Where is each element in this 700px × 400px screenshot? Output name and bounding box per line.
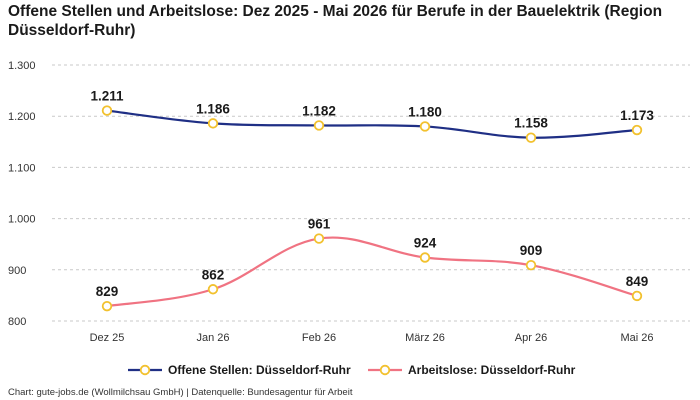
y-axis-ticks: 800 900 1.000 1.100 1.200 1.300 (8, 60, 36, 328)
data-label: 961 (308, 217, 331, 232)
data-point (207, 284, 219, 295)
series-line (106, 109, 638, 139)
data-label: 862 (202, 267, 225, 282)
data-point (631, 290, 643, 302)
x-axis-ticks: Dez 25 Jan 26 Feb 26 März 26 Apr 26 Mai 26 (90, 332, 654, 344)
data-label: 1.182 (302, 103, 336, 118)
series-lines (106, 109, 638, 308)
y-tick-label: 800 (8, 316, 26, 328)
x-tick-label: Apr 26 (515, 332, 547, 344)
y-tick-label: 1.000 (8, 214, 36, 226)
data-point (525, 259, 537, 271)
x-tick-label: Mai 26 (620, 332, 653, 344)
data-labels: 1.211 1.186 1.182 1.180 1.158 1.173 829 862 961 9… (90, 89, 654, 300)
legend-marker (379, 364, 391, 376)
grid-lines (52, 64, 690, 322)
legend-marker (139, 364, 151, 376)
y-tick-label: 1.200 (8, 111, 36, 123)
data-label: 924 (414, 236, 437, 251)
data-point (631, 124, 643, 136)
y-tick-label: 900 (8, 265, 26, 277)
data-point (207, 118, 219, 129)
legend: Offene Stellen: Düsseldorf-Ruhr Arbeitslo… (128, 363, 576, 377)
data-label: 829 (96, 284, 119, 299)
data-point (313, 120, 325, 131)
x-tick-label: Jan 26 (196, 332, 229, 344)
data-point (419, 252, 431, 263)
legend-label: Arbeitslose: Düsseldorf-Ruhr (408, 363, 576, 377)
series-line (106, 236, 638, 308)
data-point (101, 105, 113, 116)
x-tick-label: März 26 (405, 332, 445, 344)
data-label: 1.180 (408, 104, 442, 119)
data-label: 909 (520, 243, 543, 258)
data-point (101, 300, 113, 312)
y-tick-label: 1.300 (8, 60, 36, 72)
data-point (313, 233, 325, 244)
data-label: 849 (626, 274, 649, 289)
data-label: 1.158 (514, 116, 548, 131)
data-point (525, 132, 537, 143)
data-label: 1.186 (196, 101, 230, 116)
data-point (419, 121, 431, 132)
x-tick-label: Dez 25 (90, 332, 125, 344)
y-tick-label: 1.100 (8, 162, 36, 174)
source-footer: Chart: gute-jobs.de (Wollmilchsau GmbH) … (8, 387, 353, 398)
data-label: 1.173 (620, 108, 654, 123)
x-tick-label: Feb 26 (302, 332, 336, 344)
chart-title: Offene Stellen und Arbeitslose: Dez 2025… (8, 3, 663, 39)
series-markers (101, 105, 643, 312)
data-label: 1.211 (90, 89, 124, 104)
legend-label: Offene Stellen: Düsseldorf-Ruhr (168, 363, 351, 377)
